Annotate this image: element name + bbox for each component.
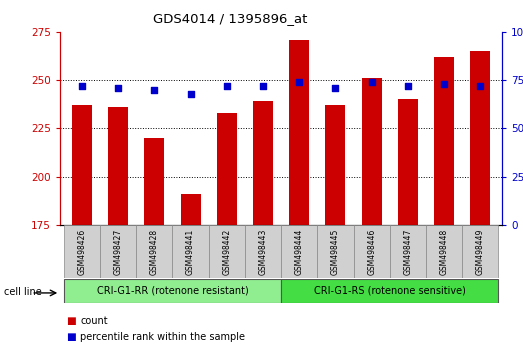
Text: ■: ■ [66,332,76,342]
Bar [72,105,92,225]
Bar [173,225,209,278]
Bar [462,225,498,278]
Bar [426,225,462,278]
Point [186,91,195,96]
Point [295,79,303,85]
Bar [470,51,490,225]
Text: GSM498426: GSM498426 [77,229,86,275]
Bar [289,40,309,225]
Text: GSM498445: GSM498445 [331,228,340,275]
Bar [108,107,128,225]
Bar [100,225,136,278]
Bar [209,225,245,278]
Bar [390,225,426,278]
Text: GSM498444: GSM498444 [295,228,304,275]
Bar [325,105,345,225]
Text: GSM498428: GSM498428 [150,229,159,275]
Text: GSM498447: GSM498447 [403,228,413,275]
Bar [180,194,200,225]
Point [78,83,86,89]
Bar [434,57,454,225]
Point [368,79,376,85]
Bar [281,225,317,278]
Text: GSM498449: GSM498449 [476,228,485,275]
Bar [64,279,281,303]
Bar [317,225,354,278]
Point [440,81,448,87]
Point [476,83,484,89]
Text: GSM498448: GSM498448 [440,229,449,275]
Text: CRI-G1-RR (rotenone resistant): CRI-G1-RR (rotenone resistant) [97,286,248,296]
Text: ■: ■ [66,316,76,326]
Point [114,85,122,91]
Point [259,83,267,89]
Bar [136,225,173,278]
Bar [217,113,237,225]
Text: GDS4014 / 1395896_at: GDS4014 / 1395896_at [153,12,308,25]
Bar [281,279,498,303]
Point [404,83,412,89]
Text: GSM498441: GSM498441 [186,229,195,275]
Bar [362,78,382,225]
Text: count: count [80,316,108,326]
Text: CRI-G1-RS (rotenone sensitive): CRI-G1-RS (rotenone sensitive) [314,286,465,296]
Bar [398,99,418,225]
Point [331,85,339,91]
Text: GSM498427: GSM498427 [113,229,122,275]
Text: GSM498442: GSM498442 [222,229,231,275]
Bar [64,225,100,278]
Text: percentile rank within the sample: percentile rank within the sample [80,332,245,342]
Bar [253,101,273,225]
Text: GSM498443: GSM498443 [258,228,267,275]
Point [150,87,158,93]
Bar [245,225,281,278]
Text: GSM498446: GSM498446 [367,228,376,275]
Point [223,83,231,89]
Bar [354,225,390,278]
Text: cell line: cell line [4,287,42,297]
Bar [144,138,164,225]
